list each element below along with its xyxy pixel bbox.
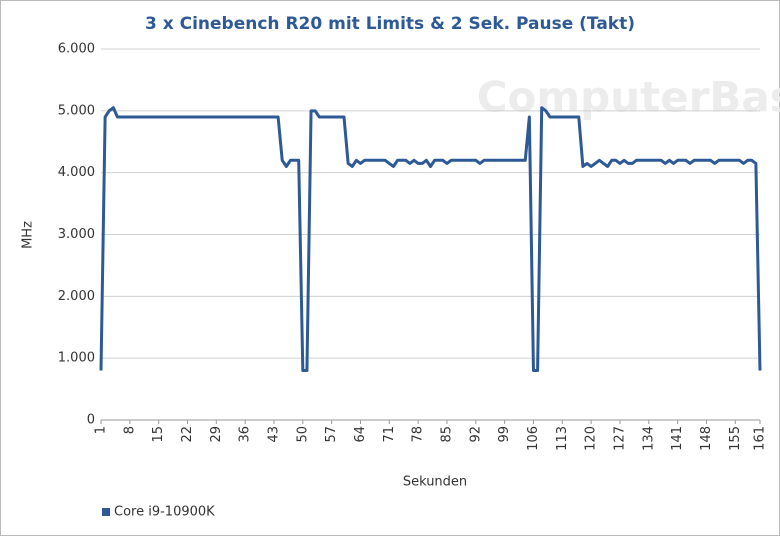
line-series (99, 106, 762, 373)
x-tick-label: 64 (353, 426, 368, 443)
x-axis-title: Sekunden (403, 475, 467, 490)
x-tick-label: 141 (670, 426, 685, 451)
x-tick-label: 120 (584, 426, 599, 451)
x-tick-label: 8 (122, 426, 137, 434)
x-tick-label: 36 (238, 426, 253, 443)
watermark: ComputerBase (477, 73, 780, 122)
x-tick-label: 161 (753, 426, 768, 451)
chart-title: 3 x Cinebench R20 mit Limits & 2 Sek. Pa… (145, 14, 635, 34)
x-tick-label: 15 (151, 426, 166, 443)
x-tick-label: 127 (612, 426, 627, 451)
x-tick-label: 92 (468, 426, 483, 443)
legend-swatch (102, 508, 110, 516)
legend-label: Core i9-10900K (114, 505, 215, 520)
x-tick-label: 113 (555, 426, 570, 451)
y-tick-label: 4.000 (58, 165, 95, 180)
y-axis-title: MHz (21, 221, 36, 249)
x-tick-label: 99 (497, 426, 512, 443)
y-tick-label: 1.000 (58, 351, 95, 366)
x-tick-label: 71 (382, 426, 397, 443)
y-tick-label: 3.000 (58, 227, 95, 242)
x-tick-label: 43 (266, 426, 281, 443)
x-tick-label: 148 (699, 426, 714, 451)
x-tick-label: 78 (411, 426, 426, 443)
x-tick-label: 22 (180, 426, 195, 443)
y-tick-label: 0 (87, 413, 95, 428)
x-tick-label: 50 (295, 426, 310, 443)
x-tick-label: 85 (439, 426, 454, 443)
x-tick-label: 1 (94, 426, 109, 434)
x-tick-label: 134 (641, 426, 656, 451)
x-tick-label: 106 (526, 426, 541, 451)
y-tick-label: 2.000 (58, 289, 95, 304)
x-tick-label: 29 (209, 426, 224, 443)
x-tick-label: 155 (728, 426, 743, 451)
x-tick-label: 57 (324, 426, 339, 443)
y-tick-label: 6.000 (58, 42, 95, 57)
y-tick-label: 5.000 (58, 103, 95, 118)
